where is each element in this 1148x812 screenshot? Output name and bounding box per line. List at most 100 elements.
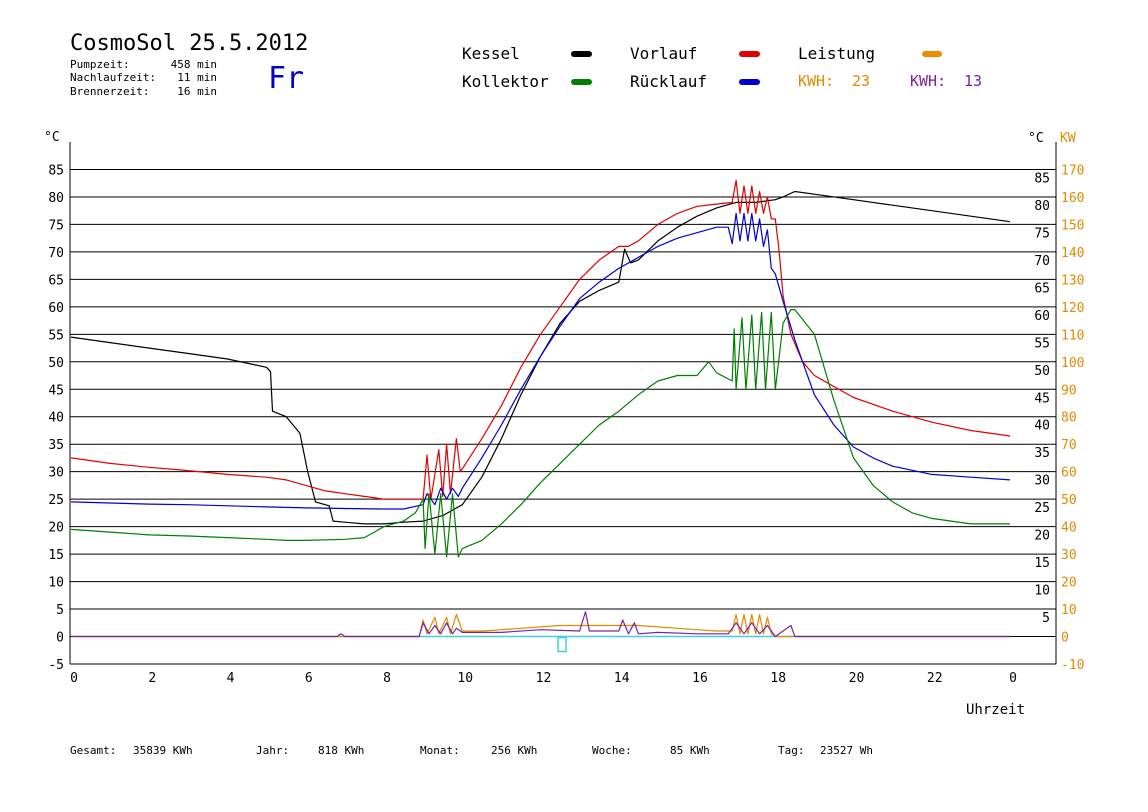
- x-tick-label: 4: [227, 671, 235, 686]
- y-kw-tick-label: 140: [1061, 246, 1084, 261]
- footer-value-monat: 256 KWh: [491, 744, 537, 757]
- y-left-tick-label: 20: [48, 521, 64, 536]
- y-right-tick-label: 30: [1034, 474, 1050, 489]
- footer-label-tag: Tag:: [778, 744, 805, 757]
- stat-value-brennerzeit: 16 min: [177, 85, 217, 98]
- x-tick-label: 18: [770, 671, 786, 686]
- y-left-tick-label: 85: [48, 163, 64, 178]
- footer-value-tag: 23527 Wh: [820, 744, 873, 757]
- y-right-tick-label: 10: [1034, 584, 1050, 599]
- y-left-tick-label: 65: [48, 273, 64, 288]
- y-right-tick-label: 45: [1034, 391, 1050, 406]
- y-left-tick-labels: -5 0 5 10 15 20 25 30 35 40 45 50 55 60 65 70 75 80 85: [48, 163, 64, 673]
- x-tick-label: 2: [148, 671, 156, 686]
- series-line-extra: [71, 611, 1010, 638]
- y-right-tick-label: 20: [1034, 529, 1050, 544]
- y-left-tick-label: 60: [48, 301, 64, 316]
- legend-label-kessel: Kessel: [462, 44, 520, 63]
- y-kw-tick-label: 130: [1061, 273, 1084, 288]
- y-left-tick-label: 80: [48, 191, 64, 206]
- y-left-tick-label: 70: [48, 246, 64, 261]
- x-tick-label: 10: [457, 671, 473, 686]
- legend-label-ruecklauf: Rücklauf: [630, 72, 707, 91]
- x-tick-label: 22: [927, 671, 943, 686]
- footer-label-gesamt: Gesamt:: [70, 744, 116, 757]
- x-tick-label: 12: [536, 671, 552, 686]
- y-left-tick-label: 40: [48, 411, 64, 426]
- y-kw-tick-label: 70: [1061, 438, 1077, 453]
- right-axis-unit-kw: KW: [1060, 131, 1076, 146]
- y-right-tick-label: 65: [1034, 281, 1050, 296]
- day-label: Fr: [268, 61, 304, 96]
- kwh-value-leistung: 23: [852, 72, 870, 90]
- y-kw-tick-label: 10: [1061, 603, 1077, 618]
- gridlines: [70, 168, 1056, 638]
- y-left-tick-label: -5: [48, 658, 64, 673]
- footer-label-monat: Monat:: [420, 744, 460, 757]
- y-kw-tick-label: 170: [1061, 163, 1084, 178]
- y-left-tick-label: 25: [48, 493, 64, 508]
- y-kw-tick-label: 100: [1061, 356, 1084, 371]
- y-right-tick-label: 70: [1034, 254, 1050, 269]
- plot-frame: [69, 142, 1057, 665]
- stat-label-nachlaufzeit: Nachlaufzeit:: [70, 71, 156, 84]
- y-right-tick-label: 85: [1034, 171, 1050, 186]
- kwh-label-second: KWH:: [910, 72, 946, 90]
- time-marker: [557, 636, 567, 653]
- series-line-leistung: [71, 613, 1010, 638]
- y-left-tick-label: 15: [48, 548, 64, 563]
- footer-value-jahr: 818 KWh: [318, 744, 364, 757]
- y-left-tick-label: 0: [56, 631, 64, 646]
- series-line-kessel: [70, 190, 1011, 525]
- legend-label-leistung: Leistung: [798, 44, 875, 63]
- kwh-value-second: 13: [964, 72, 982, 90]
- y-kw-tick-label: 150: [1061, 218, 1084, 233]
- stat-value-pumpzeit: 458 min: [171, 58, 217, 71]
- y-kw-tick-label: 0: [1061, 631, 1069, 646]
- y-kw-tick-label: 20: [1061, 576, 1077, 591]
- y-kw-tick-label: -10: [1061, 658, 1084, 673]
- footer-label-woche: Woche:: [592, 744, 632, 757]
- y-right-tick-label: 35: [1034, 446, 1050, 461]
- y-right-tick-label: 5: [1042, 611, 1050, 626]
- x-tick-labels: 0 2 4 6 8 10 12 14 16 18 20 22 0: [70, 671, 1017, 686]
- left-axis-unit: °C: [44, 130, 60, 145]
- y-kw-tick-label: 50: [1061, 493, 1077, 508]
- stat-label-brennerzeit: Brennerzeit:: [70, 85, 149, 98]
- y-kw-tick-labels: -10 0 10 20 30 40 50 60 70 80 90 100 110 120 130 140 150…: [1061, 163, 1084, 673]
- y-right-tick-label: 60: [1034, 309, 1050, 324]
- x-tick-label: 16: [692, 671, 708, 686]
- y-kw-tick-label: 40: [1061, 521, 1077, 536]
- x-tick-label: 0: [70, 671, 78, 686]
- y-kw-tick-label: 60: [1061, 466, 1077, 481]
- y-right-tick-label: 15: [1034, 556, 1050, 571]
- footer-value-gesamt: 35839 KWh: [133, 744, 193, 757]
- series-lines: [70, 179, 1011, 653]
- right-axis-unit-c: °C: [1028, 131, 1044, 146]
- y-right-tick-label: 25: [1034, 501, 1050, 516]
- header-stats: Pumpzeit: 458 min Nachlaufzeit: 11 min B…: [70, 58, 217, 98]
- chart-title: CosmoSol 25.5.2012: [70, 31, 308, 56]
- x-tick-label: 14: [614, 671, 630, 686]
- y-right-tick-labels: 5 10 15 20 25 30 35 40 45 50 55 60 65 70 75 80 85: [1034, 171, 1050, 626]
- footer-value-woche: 85 KWh: [670, 744, 710, 757]
- y-right-tick-label: 50: [1034, 364, 1050, 379]
- stat-value-nachlaufzeit: 11 min: [177, 71, 217, 84]
- y-right-tick-label: 40: [1034, 419, 1050, 434]
- y-kw-tick-label: 90: [1061, 383, 1077, 398]
- y-kw-tick-label: 110: [1061, 328, 1084, 343]
- y-kw-tick-label: 160: [1061, 191, 1084, 206]
- y-left-tick-label: 50: [48, 356, 64, 371]
- series-line-vorlauf: [70, 179, 1011, 500]
- series-line-rcklauf: [70, 212, 1011, 510]
- x-tick-label: 0: [1009, 671, 1017, 686]
- y-right-tick-label: 75: [1034, 226, 1050, 241]
- legend: Kessel Vorlauf Leistung Kollektor Rückla…: [462, 44, 982, 91]
- x-tick-label: 20: [849, 671, 865, 686]
- y-left-tick-label: 10: [48, 576, 64, 591]
- series-line-kollektor: [70, 309, 1010, 558]
- footer-totals: Gesamt: 35839 KWh Jahr: 818 KWh Monat: 2…: [70, 744, 873, 757]
- y-left-tick-label: 35: [48, 438, 64, 453]
- x-axis-label: Uhrzeit: [966, 702, 1025, 718]
